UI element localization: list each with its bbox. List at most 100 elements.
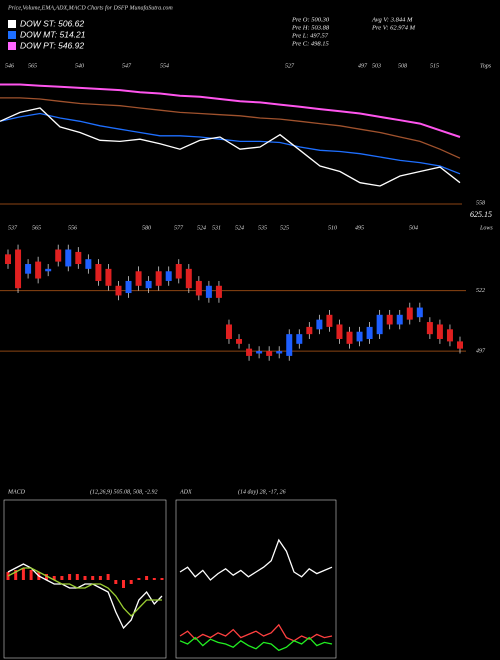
top-label: 504 bbox=[409, 224, 418, 231]
histogram-bar bbox=[14, 570, 18, 580]
top-label: 524 bbox=[235, 224, 244, 231]
side-label: 625.15 bbox=[470, 210, 492, 219]
candle-body bbox=[205, 285, 212, 298]
top-label: 503 bbox=[372, 63, 381, 69]
candle-body bbox=[35, 261, 42, 279]
histogram-bar bbox=[129, 580, 133, 584]
histogram-bar bbox=[52, 576, 56, 580]
top-label: 554 bbox=[160, 62, 169, 69]
panel-subtitle: (14 day) 28, -17, 26 bbox=[238, 488, 286, 495]
candle-body bbox=[396, 314, 403, 325]
top-label: 580 bbox=[142, 225, 151, 231]
histogram-bar bbox=[60, 576, 64, 580]
top-label: 565 bbox=[32, 225, 41, 231]
stat: Avg V: 3.844 M bbox=[371, 16, 413, 23]
line bbox=[7, 567, 162, 617]
panel-title: ADX bbox=[179, 489, 192, 495]
histogram-bar bbox=[160, 578, 164, 580]
top-label: 515 bbox=[430, 63, 439, 69]
line bbox=[0, 83, 461, 138]
candle-body bbox=[236, 338, 243, 344]
histogram-bar bbox=[68, 574, 72, 580]
top-label: 577 bbox=[174, 225, 184, 231]
histogram-bar bbox=[106, 574, 110, 580]
candle-body bbox=[15, 249, 22, 289]
histogram-bar bbox=[45, 574, 48, 580]
stat: Pre O: 500.30 bbox=[291, 16, 330, 23]
stat: Pre H: 503.88 bbox=[291, 24, 330, 31]
candle-body bbox=[256, 351, 263, 354]
candle-body bbox=[135, 271, 142, 286]
candle-body bbox=[175, 264, 182, 279]
candle-body bbox=[45, 268, 52, 272]
candle-body bbox=[115, 285, 122, 296]
line bbox=[179, 538, 333, 581]
top-label: 556 bbox=[68, 225, 77, 231]
candle-body bbox=[145, 280, 152, 289]
candle-body bbox=[215, 285, 222, 298]
stat: Pre C: 498.15 bbox=[291, 40, 330, 47]
histogram-bar bbox=[152, 578, 156, 580]
histogram-bar bbox=[145, 576, 149, 580]
line bbox=[0, 107, 461, 187]
top-label: 497 bbox=[358, 62, 368, 69]
candle-body bbox=[436, 324, 443, 339]
top-label: 524 bbox=[197, 224, 206, 231]
candle-body bbox=[55, 249, 62, 262]
candle-body bbox=[185, 268, 192, 289]
top-label: 527 bbox=[285, 63, 295, 69]
top-label: 525 bbox=[280, 225, 289, 231]
candle-body bbox=[406, 307, 413, 320]
candle-body bbox=[446, 329, 453, 342]
candle-body bbox=[155, 271, 162, 286]
candle-body bbox=[85, 259, 92, 269]
side-label: Tops bbox=[480, 63, 492, 69]
candle-body bbox=[336, 324, 343, 339]
panel-title: MACD bbox=[7, 489, 26, 495]
side-label: Lows bbox=[479, 225, 493, 231]
histogram-bar bbox=[137, 578, 141, 580]
top-label: 535 bbox=[258, 225, 267, 231]
top-label: 540 bbox=[75, 62, 84, 69]
chart-title: Price,Volume,EMA,ADX,MACD Charts for DSF… bbox=[7, 4, 173, 11]
histogram-bar bbox=[75, 574, 79, 580]
line bbox=[7, 563, 163, 630]
histogram-bar bbox=[21, 568, 25, 580]
candle-body bbox=[125, 280, 132, 294]
level-label: 497 bbox=[476, 347, 486, 354]
top-label: 510 bbox=[328, 225, 337, 231]
legend-label: DOW PT: 546.92 bbox=[20, 40, 84, 50]
panel-subtitle: (12,26,9) 505.08, 508, -2.92 bbox=[90, 488, 158, 495]
legend-swatch bbox=[8, 20, 16, 28]
candle-body bbox=[225, 324, 232, 339]
candle-body bbox=[306, 326, 313, 335]
candle-body bbox=[105, 268, 112, 286]
side-label: 558 bbox=[476, 200, 485, 206]
line bbox=[0, 97, 461, 159]
histogram-bar bbox=[122, 580, 125, 588]
candle-body bbox=[366, 326, 373, 339]
stat: Pre V: 62.974 M bbox=[371, 24, 416, 31]
top-label: 537 bbox=[8, 225, 18, 231]
candle-body bbox=[95, 264, 102, 281]
legend-label: DOW MT: 514.21 bbox=[20, 29, 86, 39]
top-label: 508 bbox=[398, 63, 407, 69]
candle-body bbox=[376, 314, 383, 335]
candle-body bbox=[266, 351, 273, 356]
histogram-bar bbox=[91, 576, 95, 580]
histogram-bar bbox=[83, 576, 87, 580]
top-label: 565 bbox=[28, 63, 37, 69]
level-label: 522 bbox=[476, 288, 485, 294]
adx-panel bbox=[175, 499, 337, 659]
candle-body bbox=[457, 341, 463, 349]
legend-swatch bbox=[8, 31, 16, 39]
candle-body bbox=[296, 334, 303, 344]
candle-body bbox=[276, 351, 283, 354]
histogram-bar bbox=[29, 570, 33, 580]
candle-body bbox=[326, 314, 333, 327]
candle-body bbox=[316, 319, 323, 330]
candle-body bbox=[195, 280, 202, 296]
line bbox=[0, 112, 461, 175]
